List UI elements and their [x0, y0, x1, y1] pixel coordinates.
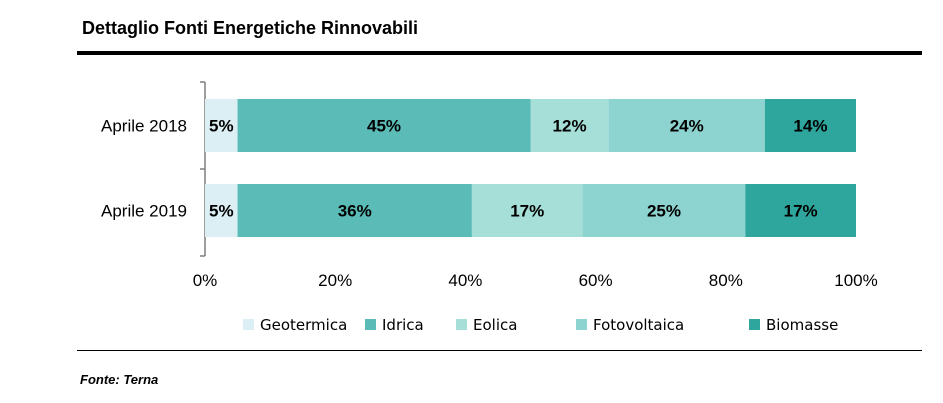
legend-label: Idrica — [382, 316, 424, 334]
data-label: 45% — [367, 117, 401, 136]
bar-segment-biomasse — [764, 99, 856, 152]
category-labels: Aprile 2018 Aprile 2019 — [101, 117, 187, 221]
data-label: 17% — [510, 202, 544, 221]
legend-swatch-eolica — [456, 319, 467, 330]
x-tick-labels: 0% 20% 40% 60% 80% 100% — [193, 271, 878, 290]
legend-label: Geotermica — [260, 316, 347, 334]
bar-segment-eolica — [471, 184, 583, 237]
data-label: 17% — [784, 202, 818, 221]
legend-label: Eolica — [473, 316, 517, 334]
bar-segment-idrica — [237, 99, 531, 152]
data-label: 24% — [670, 117, 704, 136]
stacked-bar-chart: 5% 45% 12% 24% 14% 5% 36% 17% 25% 17% Aprile 2018… — [101, 81, 878, 334]
legend-swatch-idrica — [365, 319, 376, 330]
category-label: Aprile 2018 — [101, 117, 187, 136]
chart-axes — [200, 81, 206, 257]
data-label: 25% — [647, 202, 681, 221]
chart-bars: 5% 45% 12% 24% 14% 5% 36% 17% 25% 17% — [205, 99, 856, 237]
bar-segment-fotovoltaica — [608, 99, 765, 152]
legend-label: Biomasse — [766, 316, 838, 334]
bar-segment-fotovoltaica — [582, 184, 746, 237]
data-label: 5% — [209, 117, 234, 136]
title-rule — [77, 51, 922, 55]
data-label: 5% — [209, 202, 234, 221]
legend-swatch-biomasse — [749, 319, 760, 330]
bar-segment-geotermica — [205, 99, 238, 152]
data-label: 14% — [793, 117, 827, 136]
data-label: 36% — [338, 202, 372, 221]
category-label: Aprile 2019 — [101, 202, 187, 221]
source-note: Fonte: Terna — [80, 372, 159, 387]
legend-swatch-geotermica — [243, 319, 254, 330]
legend-label: Fotovoltaica — [593, 316, 684, 334]
data-label: 12% — [553, 117, 587, 136]
x-tick-label: 40% — [448, 271, 482, 290]
x-tick-label: 100% — [834, 271, 877, 290]
x-tick-label: 20% — [318, 271, 352, 290]
chart-legend: Geotermica Idrica Eolica Fotovoltaica Biomas… — [243, 316, 838, 334]
x-tick-label: 80% — [709, 271, 743, 290]
chart-title: Dettaglio Fonti Energetiche Rinnovabili — [82, 18, 419, 38]
x-tick-label: 0% — [193, 271, 218, 290]
x-tick-label: 60% — [579, 271, 613, 290]
bar-segment-geotermica — [205, 184, 238, 237]
bar-segment-idrica — [237, 184, 472, 237]
legend-swatch-fotovoltaica — [576, 319, 587, 330]
footer-rule — [77, 350, 922, 351]
bar-segment-biomasse — [745, 184, 856, 237]
bar-segment-eolica — [530, 99, 609, 152]
